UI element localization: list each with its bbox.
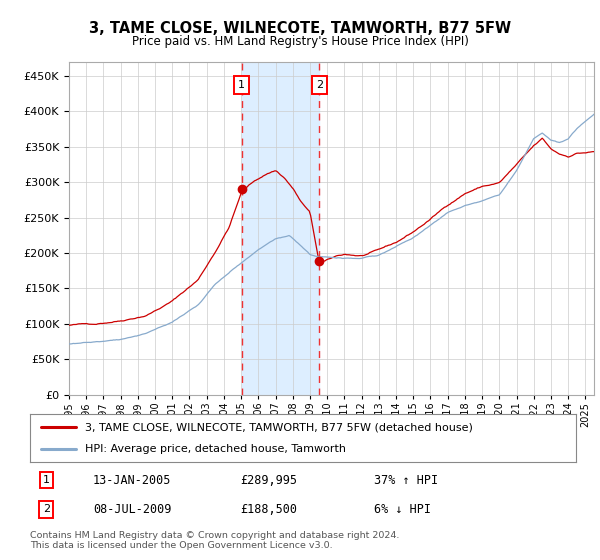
Text: 2: 2 <box>316 80 323 90</box>
Text: £289,995: £289,995 <box>240 474 297 487</box>
Text: Price paid vs. HM Land Registry's House Price Index (HPI): Price paid vs. HM Land Registry's House … <box>131 35 469 48</box>
Text: 13-JAN-2005: 13-JAN-2005 <box>93 474 171 487</box>
Text: 37% ↑ HPI: 37% ↑ HPI <box>374 474 438 487</box>
Text: 1: 1 <box>43 475 50 485</box>
Text: 2: 2 <box>43 505 50 515</box>
Bar <box>242 62 319 395</box>
Text: 1: 1 <box>238 80 245 90</box>
Text: 6% ↓ HPI: 6% ↓ HPI <box>374 503 431 516</box>
Text: HPI: Average price, detached house, Tamworth: HPI: Average price, detached house, Tamw… <box>85 444 346 454</box>
Text: 3, TAME CLOSE, WILNECOTE, TAMWORTH, B77 5FW: 3, TAME CLOSE, WILNECOTE, TAMWORTH, B77 … <box>89 21 511 36</box>
Text: £188,500: £188,500 <box>240 503 297 516</box>
Text: Contains HM Land Registry data © Crown copyright and database right 2024.
This d: Contains HM Land Registry data © Crown c… <box>30 531 400 550</box>
Text: 3, TAME CLOSE, WILNECOTE, TAMWORTH, B77 5FW (detached house): 3, TAME CLOSE, WILNECOTE, TAMWORTH, B77 … <box>85 422 472 432</box>
Text: 08-JUL-2009: 08-JUL-2009 <box>93 503 171 516</box>
